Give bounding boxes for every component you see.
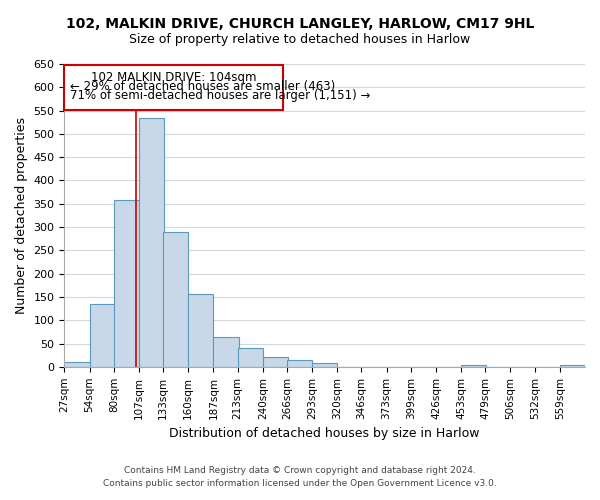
Bar bbox=[89, 304, 115, 367]
Bar bbox=[287, 360, 312, 367]
Text: 102 MALKIN DRIVE: 104sqm: 102 MALKIN DRIVE: 104sqm bbox=[91, 70, 257, 84]
FancyBboxPatch shape bbox=[64, 65, 283, 110]
X-axis label: Distribution of detached houses by size in Harlow: Distribution of detached houses by size … bbox=[169, 427, 480, 440]
Bar bbox=[64, 362, 89, 367]
Bar bbox=[461, 366, 486, 367]
Bar bbox=[312, 363, 337, 367]
Bar bbox=[163, 232, 188, 367]
Y-axis label: Number of detached properties: Number of detached properties bbox=[15, 117, 28, 314]
Bar bbox=[214, 336, 239, 367]
Text: 102, MALKIN DRIVE, CHURCH LANGLEY, HARLOW, CM17 9HL: 102, MALKIN DRIVE, CHURCH LANGLEY, HARLO… bbox=[66, 18, 534, 32]
Text: 71% of semi-detached houses are larger (1,151) →: 71% of semi-detached houses are larger (… bbox=[70, 89, 370, 102]
Text: Contains HM Land Registry data © Crown copyright and database right 2024.
Contai: Contains HM Land Registry data © Crown c… bbox=[103, 466, 497, 487]
Text: ← 29% of detached houses are smaller (463): ← 29% of detached houses are smaller (46… bbox=[70, 80, 335, 93]
Bar bbox=[263, 356, 288, 367]
Bar bbox=[114, 200, 139, 367]
Bar bbox=[139, 118, 164, 367]
Bar bbox=[560, 366, 585, 367]
Bar bbox=[238, 348, 263, 367]
Bar bbox=[188, 294, 214, 367]
Text: Size of property relative to detached houses in Harlow: Size of property relative to detached ho… bbox=[130, 32, 470, 46]
